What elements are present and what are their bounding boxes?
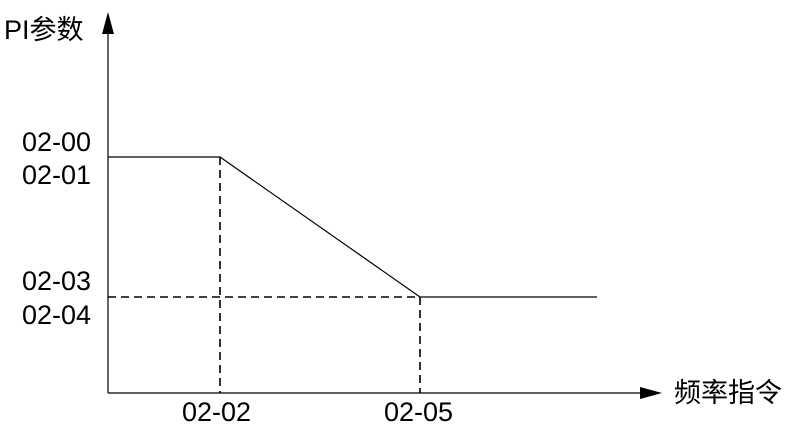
y-axis-title: PI参数	[4, 15, 84, 45]
parameter-curve	[108, 156, 597, 298]
x-axis-arrowhead	[640, 387, 662, 399]
x-axis-title: 频率指令	[674, 378, 782, 408]
x-label-02-02: 02-02	[182, 397, 252, 427]
y-label-02-04: 02-04	[22, 300, 92, 330]
y-axis-arrowhead	[102, 12, 114, 34]
x-label-02-05: 02-05	[384, 397, 454, 427]
y-label-02-01: 02-01	[22, 160, 92, 190]
y-label-02-03: 02-03	[22, 266, 92, 296]
y-label-02-00: 02-00	[22, 127, 92, 157]
